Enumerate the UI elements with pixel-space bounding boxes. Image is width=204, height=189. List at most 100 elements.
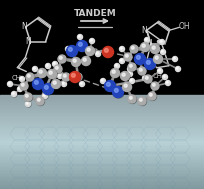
Circle shape [55, 66, 58, 69]
Bar [0, 97, 204, 98]
Circle shape [78, 35, 80, 37]
Circle shape [124, 53, 133, 61]
Bar [0, 170, 204, 172]
Circle shape [67, 46, 78, 57]
Circle shape [96, 52, 101, 57]
Circle shape [34, 81, 38, 84]
Circle shape [78, 35, 83, 40]
Circle shape [32, 67, 38, 71]
Circle shape [66, 47, 68, 49]
Circle shape [43, 94, 45, 96]
Circle shape [70, 72, 81, 83]
Circle shape [12, 92, 17, 97]
Circle shape [53, 62, 58, 67]
Circle shape [38, 69, 47, 78]
Circle shape [113, 87, 124, 98]
Circle shape [46, 64, 51, 69]
Circle shape [124, 84, 127, 87]
Text: CH₃: CH₃ [153, 73, 165, 79]
Text: CH₃: CH₃ [12, 74, 25, 81]
Text: TANDEM: TANDEM [74, 9, 116, 18]
Circle shape [11, 91, 17, 97]
Circle shape [70, 71, 81, 83]
Circle shape [58, 74, 63, 79]
Bar [0, 120, 204, 122]
Circle shape [160, 40, 162, 42]
Circle shape [51, 80, 61, 88]
Circle shape [139, 67, 146, 75]
Bar [0, 148, 204, 150]
Circle shape [62, 82, 67, 87]
Circle shape [144, 75, 153, 84]
Bar [0, 133, 204, 134]
Circle shape [152, 83, 160, 91]
Circle shape [106, 82, 110, 86]
Circle shape [46, 64, 48, 66]
Circle shape [163, 75, 168, 80]
Circle shape [139, 98, 146, 105]
Circle shape [139, 68, 142, 71]
Circle shape [128, 72, 130, 74]
Bar [0, 156, 204, 158]
Circle shape [130, 45, 138, 53]
Circle shape [163, 74, 167, 80]
Circle shape [130, 78, 134, 84]
Circle shape [43, 94, 48, 99]
Circle shape [37, 98, 44, 105]
Circle shape [128, 95, 136, 103]
Circle shape [52, 61, 58, 67]
Circle shape [144, 75, 152, 83]
Circle shape [61, 81, 67, 87]
Circle shape [175, 67, 181, 71]
Circle shape [58, 74, 62, 78]
Circle shape [160, 40, 164, 44]
Circle shape [112, 70, 115, 73]
Bar [0, 178, 204, 180]
Circle shape [145, 76, 148, 79]
Circle shape [104, 48, 108, 52]
Circle shape [134, 53, 145, 64]
Circle shape [120, 46, 124, 51]
Bar [0, 164, 204, 166]
Circle shape [58, 55, 66, 63]
Circle shape [26, 73, 34, 81]
Circle shape [12, 92, 14, 94]
Circle shape [131, 46, 139, 53]
Circle shape [80, 82, 85, 87]
Circle shape [166, 81, 168, 83]
Text: OH: OH [178, 22, 190, 31]
Circle shape [115, 64, 117, 66]
Circle shape [128, 63, 136, 71]
Circle shape [146, 60, 150, 64]
Bar [0, 126, 204, 128]
Bar [0, 150, 204, 151]
Circle shape [20, 77, 22, 79]
Circle shape [149, 93, 152, 96]
Circle shape [53, 62, 55, 64]
Bar [0, 111, 204, 112]
Circle shape [62, 74, 71, 81]
Bar [0, 136, 204, 137]
Bar [0, 142, 204, 144]
Circle shape [53, 81, 56, 84]
Circle shape [77, 41, 88, 52]
Circle shape [124, 53, 132, 61]
Circle shape [26, 102, 28, 104]
Bar [0, 131, 204, 133]
Circle shape [80, 82, 82, 84]
Circle shape [101, 78, 105, 84]
Text: N: N [21, 22, 27, 32]
Circle shape [48, 70, 57, 79]
Bar [0, 112, 204, 114]
Bar [0, 119, 204, 120]
Circle shape [24, 93, 32, 101]
Bar [0, 137, 204, 139]
Circle shape [120, 47, 122, 49]
Circle shape [151, 44, 160, 53]
Circle shape [111, 68, 120, 77]
Circle shape [120, 47, 125, 52]
Circle shape [8, 82, 13, 87]
Circle shape [130, 79, 132, 81]
Bar [0, 123, 204, 125]
Circle shape [173, 57, 178, 62]
